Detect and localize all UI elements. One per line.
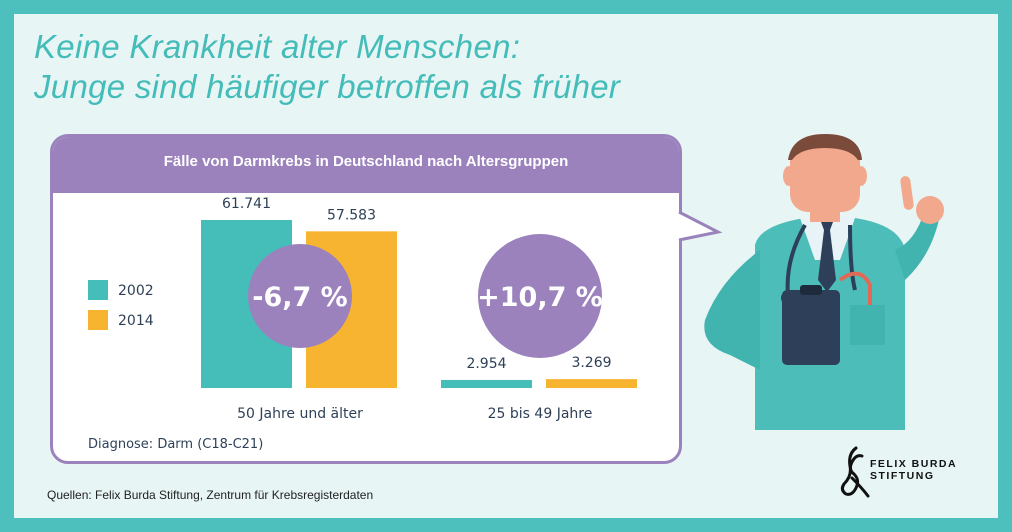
change-label-0: -6,7 %	[252, 282, 348, 313]
legend-swatch-2002	[88, 280, 108, 300]
felix-burda-logo-icon	[840, 446, 870, 498]
legend-label-2002: 2002	[118, 283, 154, 299]
doctor-illustration	[704, 134, 944, 430]
hair	[788, 134, 862, 160]
data-label: 61.741	[222, 196, 271, 212]
change-circle-1	[478, 234, 602, 358]
category-label-0: 50 Jahre und älter	[237, 406, 363, 422]
logo-text: FELIX BURDA STIFTUNG	[870, 458, 957, 482]
diagnosis-note: Diagnose: Darm (C18-C21)	[88, 437, 264, 452]
hand	[916, 196, 944, 224]
logo-line2: STIFTUNG	[870, 470, 935, 482]
legend-swatch-2014	[88, 310, 108, 330]
page-title-line2: Junge sind häufiger betroffen als früher	[34, 68, 621, 105]
chart-title: Fälle von Darmkrebs in Deutschland nach …	[53, 137, 679, 193]
bar-2014-1	[546, 379, 637, 388]
speech-bubble-tail	[678, 212, 722, 242]
data-label: 3.269	[571, 355, 611, 371]
data-label: 2.954	[466, 356, 506, 372]
page-title-line1: Keine Krankheit alter Menschen:	[34, 28, 521, 65]
tie	[818, 222, 836, 292]
change-circle-0	[248, 244, 352, 348]
pointing-finger	[900, 176, 914, 210]
category-label-1: 25 bis 49 Jahre	[488, 406, 593, 422]
data-label: 57.583	[327, 207, 376, 223]
bar-2002-1	[441, 379, 532, 388]
change-label-1: +10,7 %	[477, 282, 603, 313]
clipboard	[782, 290, 840, 365]
head	[790, 140, 860, 212]
sources-note: Quellen: Felix Burda Stiftung, Zentrum f…	[47, 488, 374, 502]
logo-line1: FELIX BURDA	[870, 458, 958, 470]
legend-label-2014: 2014	[118, 313, 154, 329]
